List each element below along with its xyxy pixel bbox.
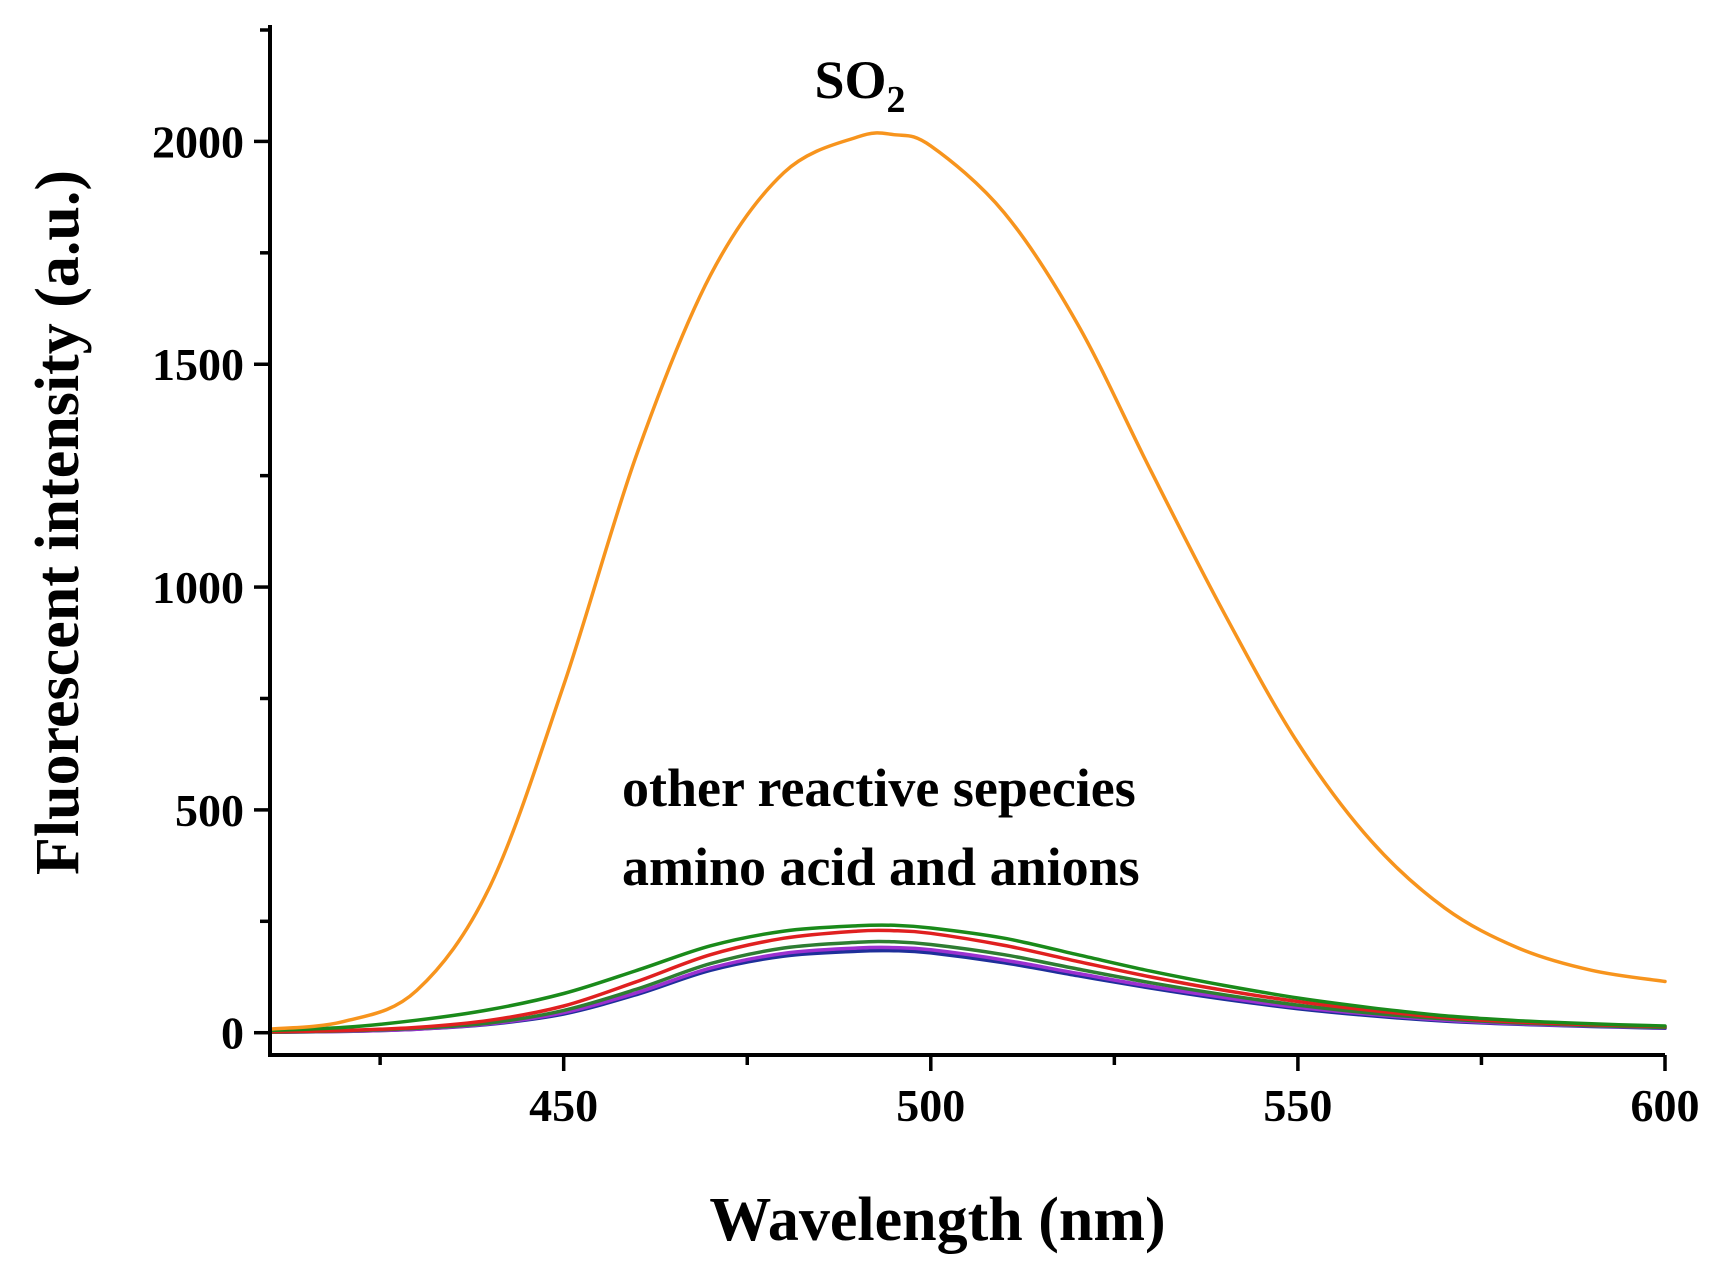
so2-annotation: SO2 bbox=[814, 50, 905, 121]
others-annotation-line1: other reactive sepecies bbox=[622, 758, 1136, 818]
y-tick-label: 1000 bbox=[152, 562, 244, 613]
x-tick-label: 600 bbox=[1631, 1080, 1700, 1131]
y-axis-title: Fluorescent intensity (a.u.) bbox=[24, 170, 92, 875]
x-tick-label: 450 bbox=[529, 1080, 598, 1131]
axes-layer bbox=[268, 25, 1665, 1057]
y-tick-label: 2000 bbox=[152, 116, 244, 167]
so2-main-text: SO bbox=[814, 50, 886, 110]
others-annotation-line2: amino acid and anions bbox=[622, 837, 1140, 897]
series-layer bbox=[268, 131, 1667, 1035]
x-tick-label: 550 bbox=[1263, 1080, 1332, 1131]
y-tick-label: 0 bbox=[221, 1008, 244, 1059]
so2-subscript: 2 bbox=[887, 79, 906, 121]
series-line-species-green bbox=[268, 923, 1667, 1033]
x-tick-label: 500 bbox=[896, 1080, 965, 1131]
y-tick-label: 500 bbox=[175, 785, 244, 836]
y-tick-label: 1500 bbox=[152, 339, 244, 390]
x-axis-title: Wavelength (nm) bbox=[709, 1186, 1165, 1254]
series-line-so2 bbox=[268, 131, 1667, 1031]
ticks-layer: 450 500 550 600 0 500 1000 1500 2000 bbox=[152, 28, 1700, 1131]
series-line-species-red bbox=[268, 928, 1667, 1034]
